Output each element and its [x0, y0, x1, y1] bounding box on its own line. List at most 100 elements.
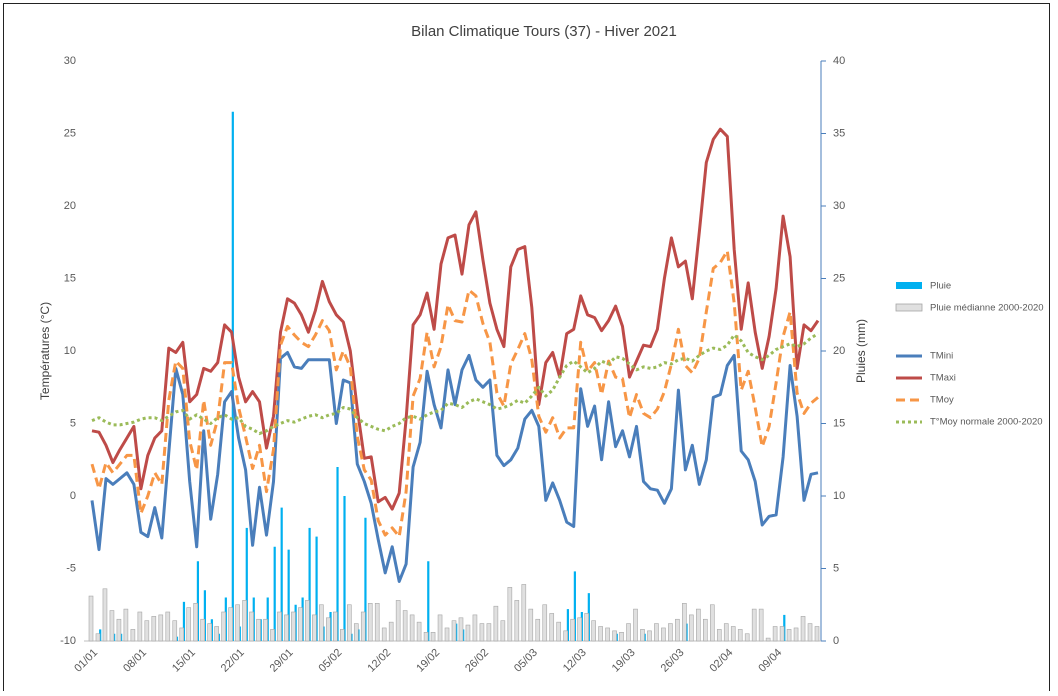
- bar: [179, 627, 185, 642]
- bar: [277, 611, 282, 642]
- bar: [102, 588, 108, 642]
- bar: [723, 623, 729, 642]
- bar: [235, 604, 240, 642]
- legend-label: TMoy: [930, 395, 954, 406]
- bar: [364, 517, 367, 641]
- line-series: [90, 249, 819, 539]
- bar: [158, 614, 164, 642]
- bar: [144, 620, 150, 642]
- bar: [814, 626, 820, 642]
- chart-title: Bilan Climatique Tours (37) - Hiver 2021: [411, 23, 677, 40]
- bar: [807, 623, 813, 642]
- y-tick-label: 30: [64, 55, 76, 67]
- bar: [340, 629, 345, 642]
- bar: [280, 507, 283, 641]
- bar: [514, 600, 520, 642]
- legend-label: Pluie: [930, 281, 951, 292]
- bar: [675, 618, 680, 642]
- bar: [451, 620, 457, 642]
- bar: [333, 611, 338, 642]
- legend-label: T°Moy normale 2000-2020: [930, 417, 1043, 428]
- bar: [633, 608, 638, 642]
- bar: [472, 614, 478, 642]
- bar: [388, 621, 394, 642]
- bar: [182, 601, 186, 641]
- y2-tick-label: 5: [833, 562, 839, 574]
- bar: [465, 624, 471, 642]
- bar: [549, 613, 555, 642]
- bar: [402, 610, 408, 642]
- bar: [381, 627, 387, 642]
- bar: [228, 607, 233, 642]
- bar: [577, 617, 582, 642]
- bar: [793, 627, 799, 642]
- bar: [709, 604, 715, 642]
- bar: [196, 561, 200, 641]
- y-tick-label: 5: [70, 417, 76, 429]
- bar: [343, 496, 346, 641]
- bar: [626, 623, 631, 642]
- bar: [570, 618, 575, 642]
- bar: [779, 626, 785, 642]
- line-series: [91, 332, 819, 436]
- bar: [172, 620, 178, 642]
- bar: [737, 629, 743, 642]
- line-series: [91, 127, 820, 511]
- bar: [486, 623, 492, 642]
- bar: [765, 637, 771, 642]
- bar: [374, 602, 380, 642]
- y2-tick-label: 20: [833, 345, 845, 357]
- bar: [598, 626, 603, 642]
- bar: [256, 618, 261, 642]
- bar: [444, 627, 450, 642]
- bar: [619, 631, 624, 642]
- bar: [326, 617, 331, 642]
- bar: [287, 549, 290, 641]
- bar: [612, 630, 617, 642]
- y-tick-label: 15: [64, 272, 76, 284]
- bar: [319, 604, 324, 642]
- bar: [437, 614, 443, 642]
- bar: [273, 546, 276, 641]
- bar: [200, 618, 205, 642]
- bar: [214, 626, 219, 642]
- bar: [203, 590, 206, 641]
- legend-swatch: [895, 303, 923, 312]
- bar: [165, 611, 171, 642]
- chart-frame: [3, 3, 1050, 694]
- bar: [556, 621, 562, 642]
- bar: [772, 626, 778, 642]
- y2-tick-label: 10: [833, 490, 845, 502]
- legend-label: Pluie médianne 2000-2020: [930, 303, 1044, 314]
- bar: [395, 600, 401, 642]
- bar: [249, 611, 254, 642]
- y2-tick-label: 25: [833, 272, 845, 284]
- bar: [730, 626, 736, 642]
- bar: [535, 618, 541, 642]
- y-axis-label: Températures (°C): [38, 302, 52, 400]
- line-series: [90, 351, 819, 583]
- legend-label: TMini: [930, 351, 953, 362]
- bar: [654, 623, 659, 642]
- bar: [542, 604, 548, 642]
- bar: [308, 527, 311, 641]
- bar: [800, 616, 806, 642]
- y2-tick-label: 35: [833, 127, 845, 139]
- bar: [186, 607, 192, 642]
- bar: [312, 614, 317, 642]
- y-tick-label: 10: [64, 345, 76, 357]
- bar: [661, 627, 666, 642]
- bar: [416, 621, 422, 642]
- bar: [647, 630, 652, 642]
- bar: [116, 618, 122, 642]
- bar: [263, 618, 268, 642]
- bar: [696, 608, 701, 642]
- bar: [584, 613, 589, 642]
- bar: [245, 527, 248, 641]
- bar: [137, 611, 143, 642]
- bar: [703, 618, 708, 642]
- bar: [360, 611, 366, 642]
- bar: [591, 620, 596, 642]
